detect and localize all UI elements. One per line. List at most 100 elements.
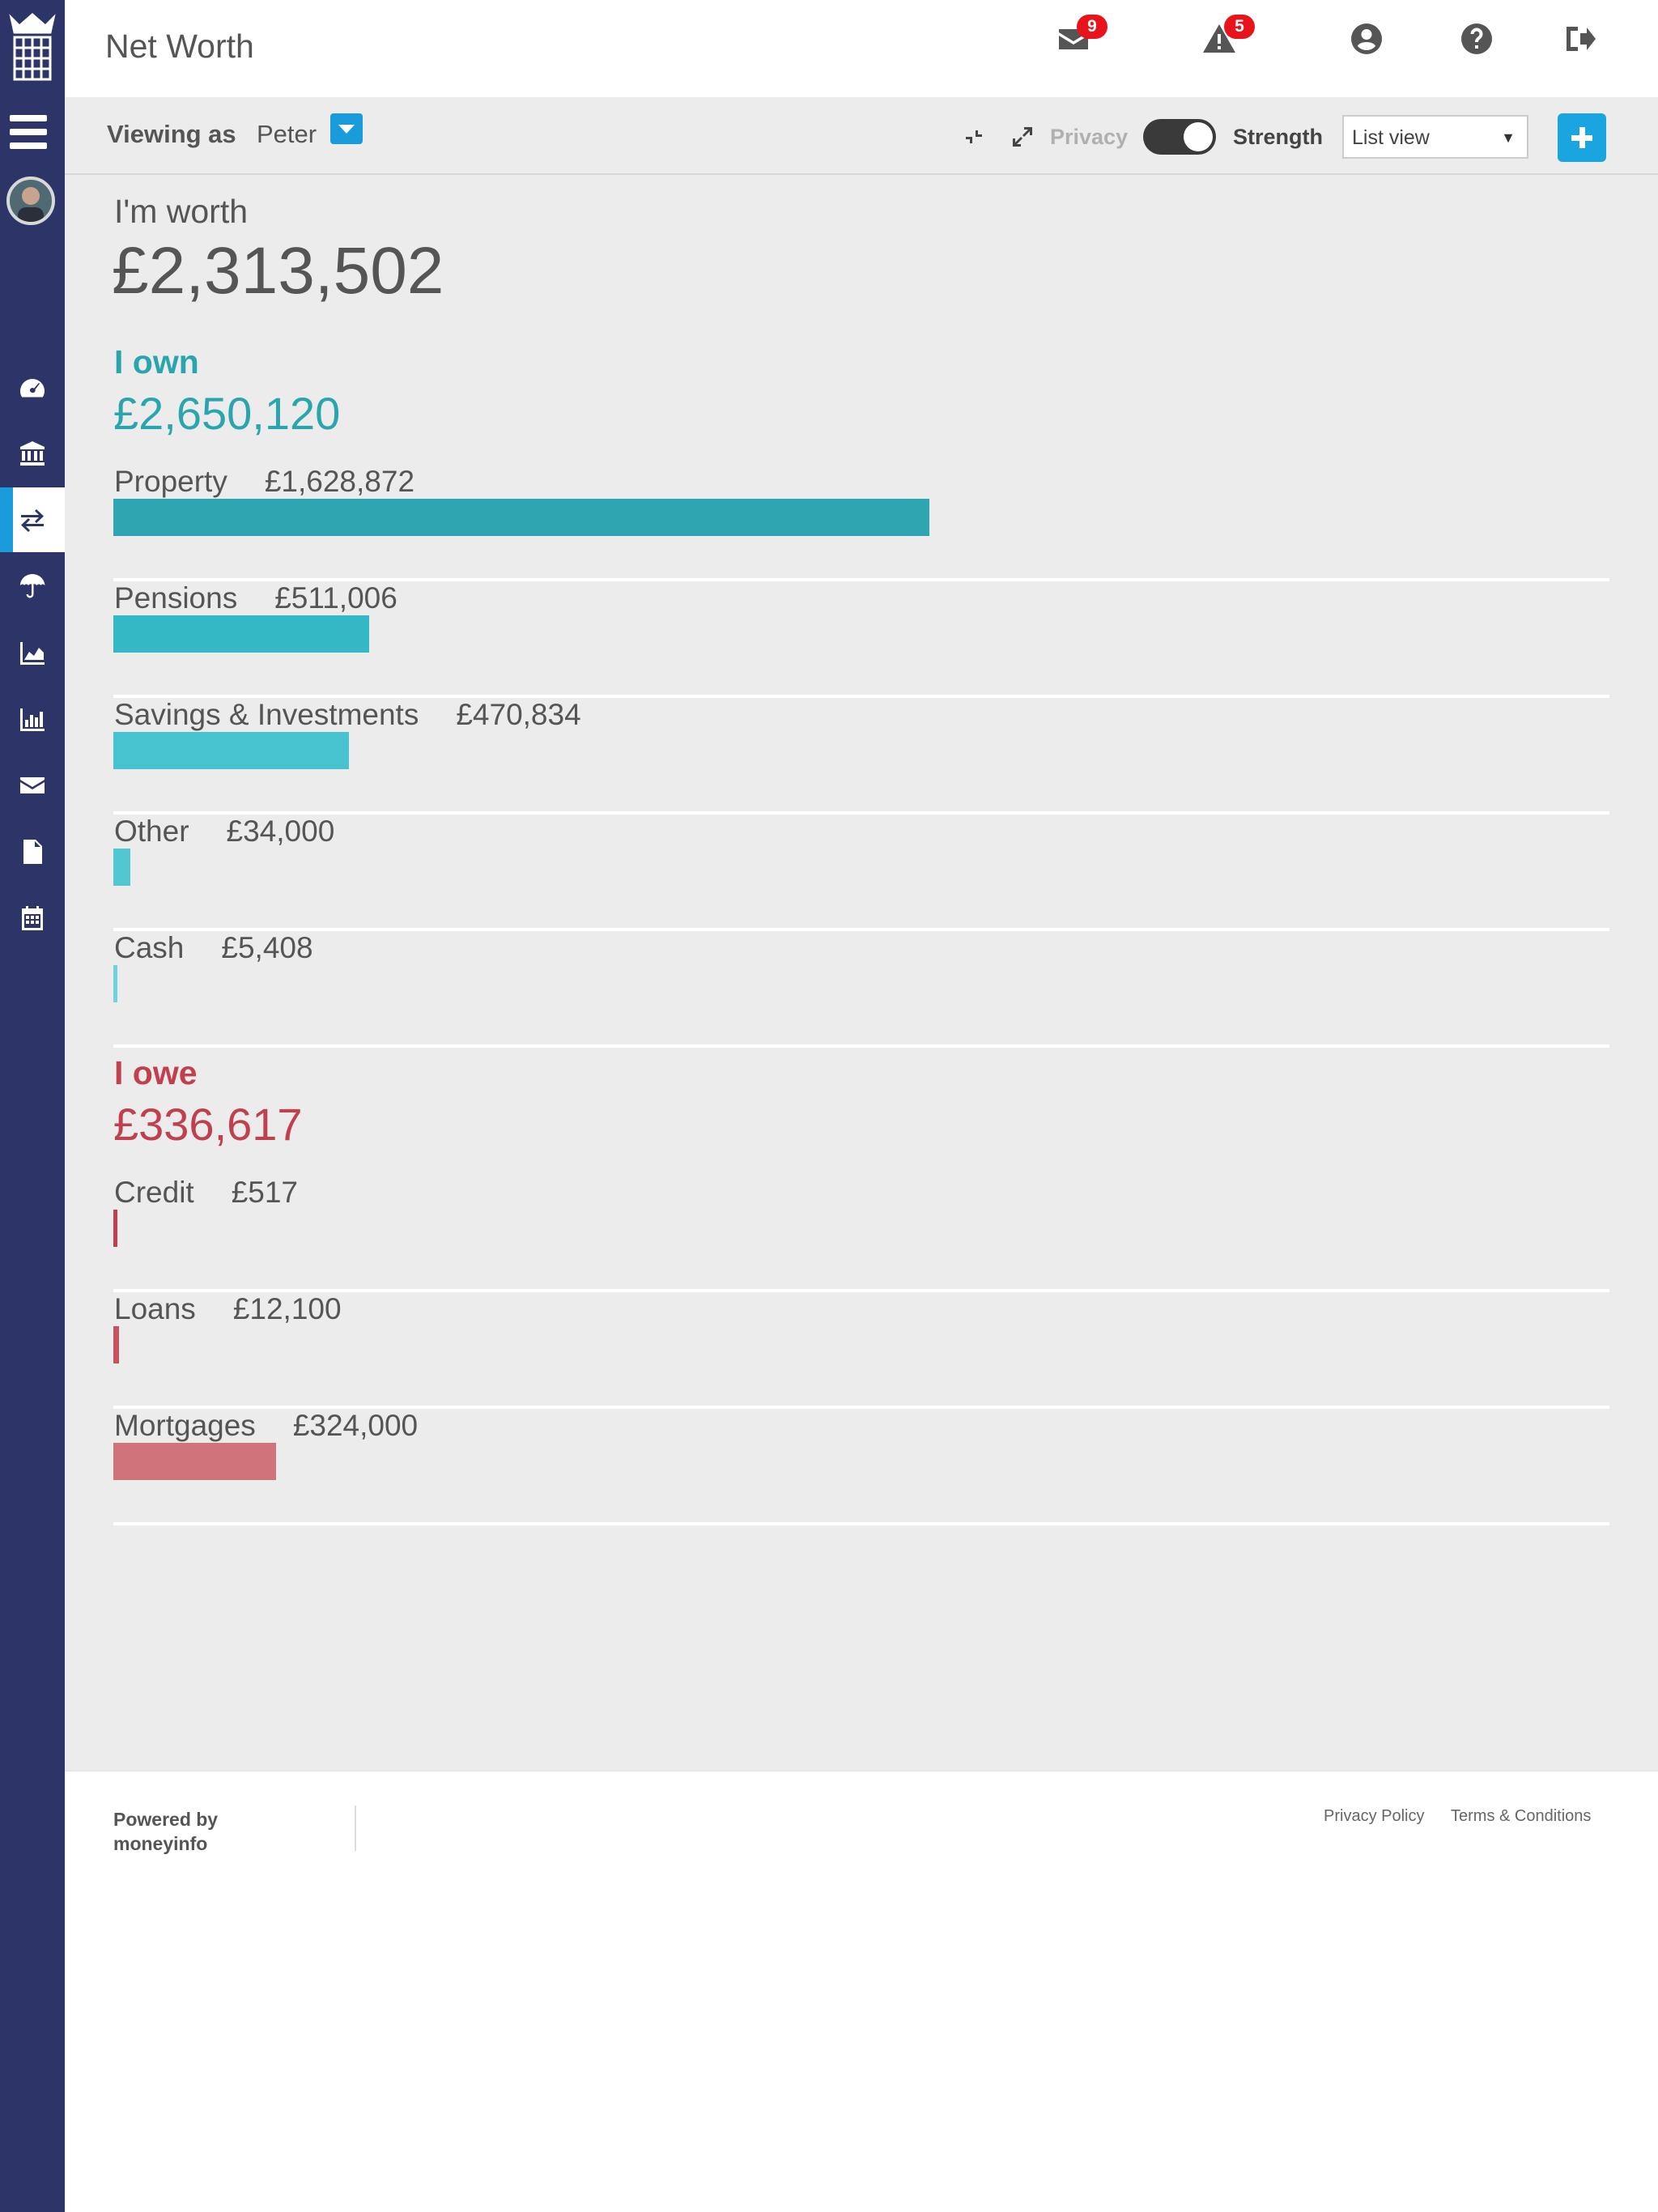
category-label: Credit £517 [114, 1176, 298, 1210]
sidebar-item-net-worth[interactable] [0, 487, 65, 552]
area-chart-icon [20, 642, 45, 665]
sidebar-item-calendar[interactable] [0, 886, 65, 951]
top-header: Net Worth 9 5 [65, 0, 1658, 97]
footer-divider [355, 1806, 356, 1851]
viewing-as-name: Peter [257, 120, 317, 148]
category-row[interactable]: Mortgages £324,000 [113, 1409, 1609, 1525]
category-label: Property £1,628,872 [114, 465, 414, 499]
category-bar [113, 1443, 276, 1480]
category-row[interactable]: Pensions £511,006 [113, 581, 1609, 698]
help-button[interactable] [1452, 15, 1501, 63]
messages-count-badge: 9 [1077, 15, 1107, 39]
bar-chart-icon [20, 708, 45, 731]
sidebar-item-performance[interactable] [0, 620, 65, 685]
expand-button[interactable] [1010, 125, 1035, 149]
bank-icon [20, 441, 45, 466]
category-bar [113, 615, 369, 653]
category-label: Mortgages £324,000 [114, 1409, 418, 1443]
view-select[interactable]: List view ▼ [1342, 115, 1528, 159]
user-icon [1351, 23, 1382, 54]
category-name: Savings & Investments [114, 698, 419, 731]
sidebar-item-documents[interactable] [0, 819, 65, 884]
sidebar-item-accounts[interactable] [0, 421, 65, 486]
category-value: £1,628,872 [264, 465, 415, 498]
category-bar [113, 1210, 117, 1247]
help-icon [1461, 23, 1492, 54]
worth-value: £2,313,502 [112, 234, 444, 308]
dashboard-icon [20, 379, 45, 398]
category-name: Pensions [114, 581, 238, 615]
sidebar-item-protection[interactable] [0, 554, 65, 619]
owe-total: £336,617 [113, 1099, 303, 1150]
view-select-value: List view [1352, 126, 1430, 149]
category-label: Savings & Investments £470,834 [114, 698, 581, 732]
privacy-policy-link[interactable]: Privacy Policy [1324, 1807, 1425, 1825]
category-value: £517 [231, 1176, 299, 1209]
category-row[interactable]: Cash £5,408 [113, 931, 1609, 1048]
category-bar [113, 965, 117, 1002]
worth-label: I'm worth [114, 193, 249, 230]
footer: Powered by moneyinfo Privacy Policy Term… [65, 1770, 1658, 2212]
sign-out-button[interactable] [1556, 15, 1605, 63]
category-value: £470,834 [456, 698, 581, 731]
net-worth-panel: I'm worth £2,313,502 I own £2,650,120 Pr… [65, 175, 1658, 1770]
hamburger-menu-icon[interactable] [10, 115, 47, 149]
category-bar [113, 849, 130, 886]
sidebar-item-reports[interactable] [0, 687, 65, 751]
category-name: Cash [114, 931, 185, 964]
umbrella-icon [20, 574, 45, 598]
own-total: £2,650,120 [113, 388, 341, 439]
viewing-as-label: Viewing as [107, 120, 236, 148]
category-name: Mortgages [114, 1409, 256, 1442]
add-button[interactable] [1558, 113, 1606, 162]
category-name: Other [114, 815, 189, 848]
strength-label: Strength [1233, 125, 1323, 149]
compress-icon [964, 129, 984, 145]
avatar[interactable] [6, 177, 55, 225]
category-value: £5,408 [221, 931, 313, 964]
category-value: £34,000 [226, 815, 335, 848]
viewing-as-dropdown[interactable] [330, 113, 363, 144]
envelope-icon [20, 777, 45, 793]
toolbar: Viewing as Peter Privacy Strength List v… [65, 97, 1658, 175]
category-value: £12,100 [232, 1292, 342, 1325]
category-value: £511,006 [274, 581, 397, 615]
privacy-label: Privacy [1050, 125, 1129, 149]
collapse-button[interactable] [962, 125, 986, 149]
sidebar-item-messages[interactable] [0, 753, 65, 818]
sidebar-item-dashboard[interactable] [0, 356, 65, 421]
portcullis-crown-logo-icon[interactable] [5, 11, 60, 84]
warning-icon [1203, 24, 1235, 53]
category-name: Property [114, 465, 227, 498]
terms-link[interactable]: Terms & Conditions [1451, 1807, 1592, 1825]
powered-by-text: Powered by moneyinfo [113, 1809, 219, 1854]
messages-button[interactable]: 9 [1049, 15, 1107, 63]
category-name: Loans [114, 1292, 196, 1325]
alerts-button[interactable]: 5 [1195, 15, 1255, 63]
own-heading: I own [114, 343, 199, 381]
category-bar [113, 1326, 119, 1363]
category-row[interactable]: Loans £12,100 [113, 1292, 1609, 1409]
category-bar [113, 732, 349, 769]
category-label: Pensions £511,006 [114, 581, 397, 615]
chevron-down-icon: ▼ [1501, 130, 1516, 146]
category-row[interactable]: Savings & Investments £470,834 [113, 698, 1609, 815]
category-label: Other £34,000 [114, 815, 334, 849]
expand-icon [1013, 127, 1032, 147]
category-label: Loans £12,100 [114, 1292, 342, 1326]
page-title: Net Worth [105, 28, 254, 65]
category-name: Credit [114, 1176, 194, 1209]
category-label: Cash £5,408 [114, 931, 313, 965]
privacy-toggle[interactable] [1143, 119, 1216, 155]
category-row[interactable]: Credit £517 [113, 1176, 1609, 1292]
profile-button[interactable] [1342, 15, 1391, 63]
category-bar [113, 499, 929, 536]
category-value: £324,000 [292, 1409, 419, 1442]
category-row[interactable]: Other £34,000 [113, 815, 1609, 931]
category-row[interactable]: Property £1,628,872 [113, 465, 1609, 581]
sidebar [0, 0, 65, 2212]
document-icon [23, 840, 42, 864]
alerts-count-badge: 5 [1224, 15, 1255, 39]
calendar-icon [22, 906, 43, 930]
sign-out-icon [1567, 27, 1596, 51]
